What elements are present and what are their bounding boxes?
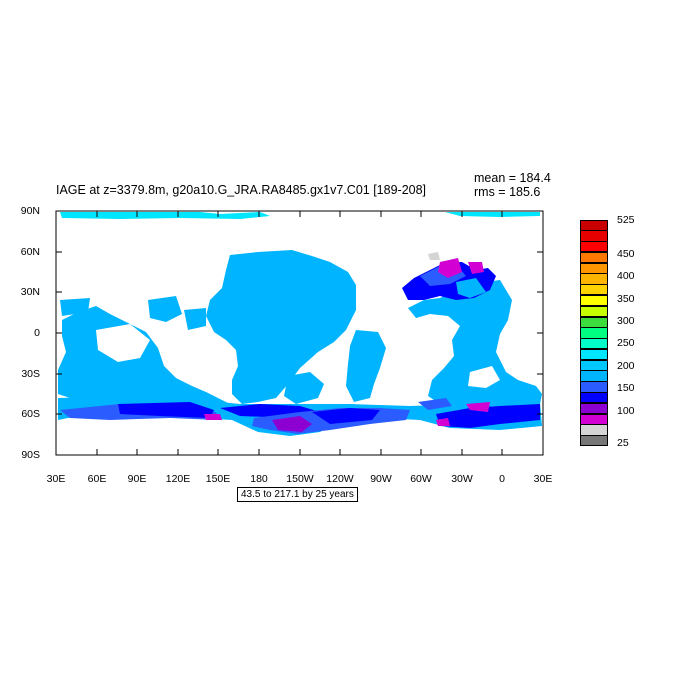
lat-label-30n: 30N xyxy=(20,286,40,298)
colorbar-label-450: 450 xyxy=(617,248,635,260)
lon-label-150e: 150E xyxy=(205,473,231,485)
colorbar-label-250: 250 xyxy=(617,337,635,349)
lon-label-0: 0 xyxy=(499,473,505,485)
lon-ticks xyxy=(55,211,544,455)
lat-label-60s: 60S xyxy=(21,408,40,420)
field-north-atlantic xyxy=(402,252,496,300)
colorbar-label-150: 150 xyxy=(617,382,635,394)
colorbar-swatch xyxy=(580,435,608,447)
colorbar-label-525: 525 xyxy=(617,214,635,226)
mean-stat: mean = 184.4 xyxy=(474,171,551,185)
lat-label-90n: 90N xyxy=(20,205,40,217)
lon-label-150w: 150W xyxy=(286,473,314,485)
lon-label-30e-right: 30E xyxy=(533,473,553,485)
colorbar-label-25: 25 xyxy=(617,437,629,449)
colorbar-swatch xyxy=(580,219,608,231)
lat-label-60n: 60N xyxy=(20,246,40,258)
colorbar-swatch xyxy=(580,262,608,274)
colorbar-swatch xyxy=(580,230,608,242)
lon-label-60e: 60E xyxy=(87,473,107,485)
plot-title: IAGE at z=3379.8m, g20a10.G_JRA.RA8485.g… xyxy=(56,183,427,197)
colorbar-label-350: 350 xyxy=(617,293,635,305)
colorbar-swatch xyxy=(580,305,608,318)
colorbar-label-300: 300 xyxy=(617,315,635,327)
colorbar-swatch xyxy=(580,338,608,350)
colorbar-label-200: 200 xyxy=(617,360,635,372)
colorbar-label-400: 400 xyxy=(617,270,635,282)
colorbar-swatch xyxy=(580,251,608,264)
field-pacific-indian xyxy=(58,250,386,408)
lon-label-120e: 120E xyxy=(165,473,191,485)
lat-ticks xyxy=(56,210,543,456)
colorbar-swatch xyxy=(580,424,608,436)
colorbar-swatch xyxy=(580,413,608,425)
field-southern-ocean xyxy=(58,396,542,436)
lon-label-30w: 30W xyxy=(451,473,473,485)
colorbar-swatch xyxy=(580,359,608,371)
colorbar-swatch xyxy=(580,241,608,253)
colorbar-swatch xyxy=(580,284,608,296)
lon-label-90e: 90E xyxy=(127,473,147,485)
colorbar-swatch xyxy=(580,294,608,307)
field-atlantic xyxy=(408,280,542,406)
colorbar-swatch xyxy=(580,392,608,404)
lat-label-30s: 30S xyxy=(21,368,40,380)
colorbar-swatch xyxy=(580,370,608,382)
colorbar-label-100: 100 xyxy=(617,405,635,417)
lon-label-120w: 120W xyxy=(326,473,354,485)
colorbar-swatch xyxy=(580,327,608,339)
lat-label-90s: 90S xyxy=(21,449,40,461)
colorbar-swatch xyxy=(580,273,608,285)
lon-label-90w: 90W xyxy=(370,473,392,485)
colorbar-swatch xyxy=(580,348,608,361)
colorbar-swatch xyxy=(580,381,608,393)
colorbar xyxy=(580,219,608,447)
lat-label-0: 0 xyxy=(34,327,40,339)
contour-range-label: 43.5 to 217.1 by 25 years xyxy=(237,487,358,502)
colorbar-swatch xyxy=(580,402,608,415)
lon-label-60w: 60W xyxy=(410,473,432,485)
rms-stat: rms = 185.6 xyxy=(474,185,541,199)
colorbar-swatch xyxy=(580,316,608,328)
lon-label-180: 180 xyxy=(250,473,268,485)
lon-label-30e: 30E xyxy=(46,473,66,485)
